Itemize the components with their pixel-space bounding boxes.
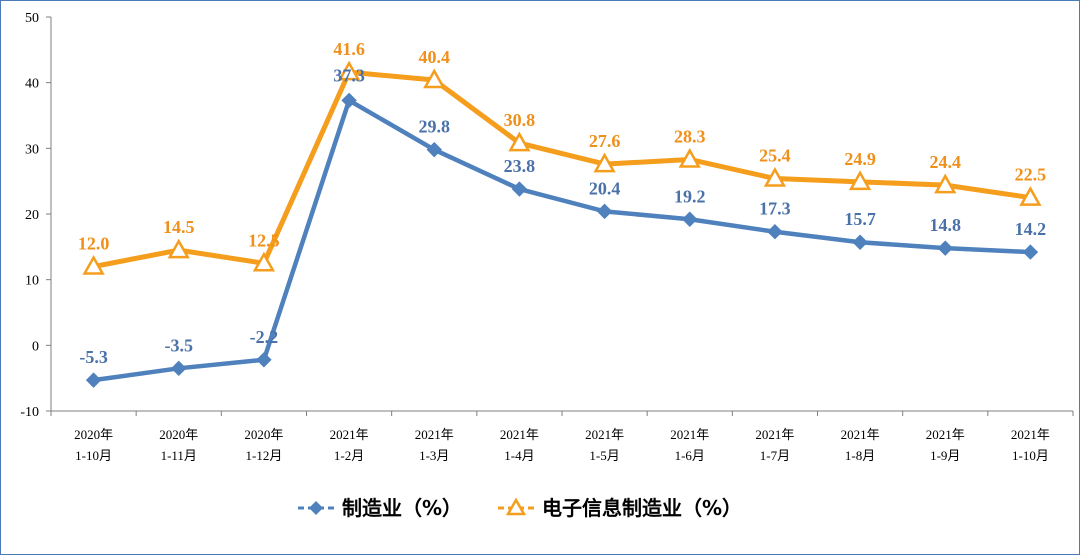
data-point-electronics	[1019, 186, 1042, 206]
data-labels: -5.3 -3.5 -2.2 37.3 29.8 23.8 20.4 19.2 17.3 15.7…	[78, 39, 1046, 367]
x-tick-label: 2020年 1-11月	[159, 427, 198, 463]
x-tick-label: 2021年 1-9月	[926, 427, 965, 463]
legend-marker-manufacturing	[309, 501, 323, 515]
data-point-electronics	[934, 173, 957, 194]
data-label-electronics: 22.5	[1015, 165, 1047, 185]
data-point-manufacturing	[256, 352, 272, 368]
data-label-electronics: 12.0	[78, 234, 110, 254]
data-label-manufacturing: 17.3	[759, 199, 791, 219]
data-label-manufacturing: -2.2	[250, 327, 279, 347]
data-label-manufacturing: 29.8	[419, 117, 451, 137]
data-label-manufacturing: 20.4	[589, 178, 621, 198]
data-label-electronics: 24.4	[930, 152, 962, 172]
x-tick-label: 2020年 1-10月	[74, 427, 113, 463]
data-label-manufacturing: -5.3	[79, 347, 108, 367]
data-point-electronics	[678, 147, 701, 168]
x-tick-label: 2021年 1-8月	[841, 427, 880, 463]
data-point-manufacturing	[511, 181, 528, 197]
legend-label-electronics: 电子信息制造业（%）	[542, 496, 742, 520]
data-point-manufacturing	[937, 240, 953, 256]
y-tick-label: 20	[25, 208, 39, 223]
data-label-electronics: 12.5	[248, 230, 280, 250]
x-tick-label: 2021年 1-5月	[585, 427, 624, 463]
data-label-manufacturing: 37.3	[333, 65, 365, 85]
data-point-manufacturing	[682, 211, 698, 227]
data-point-manufacturing	[767, 224, 783, 240]
data-label-manufacturing: 14.8	[930, 215, 962, 235]
data-point-electronics	[848, 170, 872, 191]
y-tick-label: 0	[32, 339, 39, 354]
data-label-manufacturing: -3.5	[165, 335, 194, 355]
data-label-manufacturing: 15.7	[844, 209, 876, 229]
x-tick-label: 2021年 1-6月	[670, 427, 709, 463]
y-tick-label: 40	[25, 77, 39, 92]
y-tick-label: 30	[25, 142, 39, 157]
y-tick-label: 50	[25, 11, 39, 26]
data-point-electronics	[82, 254, 105, 275]
x-tick-label: 2021年 1-2月	[330, 427, 369, 463]
legend: 制造业（%） 电子信息制造业（%）	[298, 496, 742, 520]
data-point-manufacturing	[171, 360, 187, 377]
data-label-electronics: 25.4	[759, 146, 791, 166]
data-point-manufacturing	[341, 92, 357, 109]
data-label-manufacturing: 14.2	[1015, 219, 1047, 239]
data-point-electronics	[593, 152, 616, 173]
data-point-manufacturing	[85, 372, 102, 388]
data-label-electronics: 28.3	[674, 126, 706, 146]
data-point-manufacturing	[426, 141, 442, 158]
data-label-manufacturing: 23.8	[504, 156, 536, 176]
data-label-electronics: 30.8	[504, 110, 536, 130]
x-tick-label: 2021年 1-4月	[500, 427, 539, 463]
x-tick-label: 2021年 1-3月	[415, 427, 454, 463]
data-point-electronics	[252, 251, 276, 272]
y-tick-label: 10	[25, 274, 39, 289]
x-tick-label: 2021年 1-7月	[755, 427, 794, 463]
data-point-electronics	[167, 238, 190, 259]
legend-label-manufacturing: 制造业（%）	[342, 496, 462, 520]
data-label-electronics: 24.9	[844, 149, 876, 169]
data-point-manufacturing	[1022, 244, 1039, 260]
axes: -10 0 10 20 30 40 50 2020年 1-10月 2020年 1-11月 2020年 1…	[20, 11, 1074, 463]
legend-marker-electronics	[505, 497, 527, 516]
x-tick-label: 2020年 1-12月	[244, 427, 283, 463]
series-line-electronics	[93, 69, 1031, 269]
x-tick-label: 2021年 1-10月	[1011, 427, 1050, 463]
data-label-electronics: 27.6	[589, 131, 621, 151]
data-point-electronics	[337, 60, 361, 81]
data-label-electronics: 14.5	[163, 217, 195, 237]
data-point-electronics	[423, 68, 446, 89]
data-label-electronics: 41.6	[333, 39, 365, 59]
y-tick-label: -10	[20, 405, 39, 420]
data-point-manufacturing	[852, 234, 868, 250]
data-label-manufacturing: 19.2	[674, 186, 706, 206]
series-line-manufacturing	[93, 98, 1031, 383]
data-label-electronics: 40.4	[419, 47, 451, 67]
data-point-electronics	[508, 131, 531, 152]
data-point-manufacturing	[596, 203, 613, 220]
series-lines	[82, 60, 1042, 388]
data-point-electronics	[763, 166, 787, 187]
